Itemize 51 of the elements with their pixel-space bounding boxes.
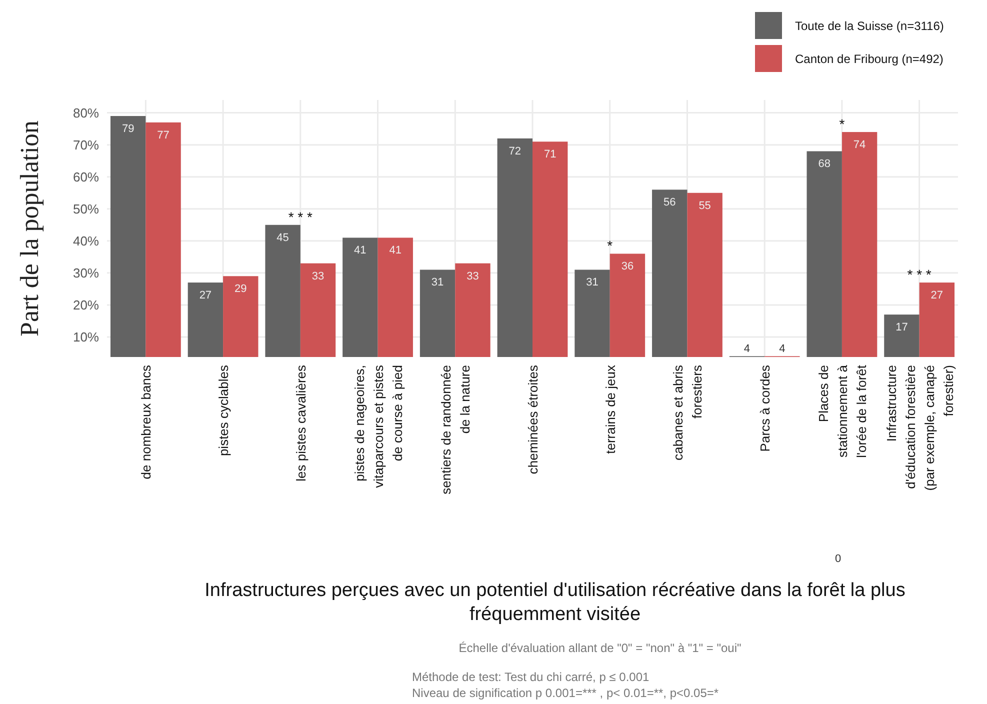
data-label: 77 bbox=[157, 129, 170, 142]
y-axis-title: Part de la population bbox=[15, 120, 44, 336]
data-label: 45 bbox=[276, 232, 289, 244]
y-tick-label: 30% bbox=[72, 265, 100, 280]
data-label: 33 bbox=[466, 270, 479, 282]
data-label: 41 bbox=[354, 244, 366, 257]
y-tick-label: 40% bbox=[72, 233, 100, 248]
y-tick-label: 10% bbox=[72, 330, 100, 345]
data-label: 68 bbox=[818, 158, 830, 170]
data-label: 55 bbox=[698, 200, 711, 212]
text: Niveau de signification p 0.001=*** , p< 0.01=**, p<0.05=* bbox=[412, 686, 719, 700]
data-label: 33 bbox=[312, 270, 324, 282]
x-tick-label: Infrastructure d'éducation forestière (par exemple, canapé forestier) bbox=[884, 365, 956, 491]
y-tick-label: 80% bbox=[72, 105, 100, 120]
data-label: 72 bbox=[508, 145, 522, 158]
data-label: 29 bbox=[234, 283, 247, 296]
legend-label: Canton de Fribourg (n=492) bbox=[795, 52, 944, 66]
text: Échelle d'évaluation allant de "0" = "non" à "1" = "oui" bbox=[458, 641, 742, 655]
data-label: 17 bbox=[896, 322, 908, 334]
data-label: 56 bbox=[664, 196, 676, 209]
x-tick-label: cheminées étroites bbox=[526, 364, 540, 474]
x-tick-label: terrains de jeux bbox=[602, 364, 618, 454]
x-tick-label: Places de stationnement à l'orée de la forêt bbox=[816, 364, 869, 458]
legend-label: Toute de la Suisse (n=3116) bbox=[795, 19, 944, 34]
data-label: 31 bbox=[586, 276, 598, 289]
data-label: 71 bbox=[544, 148, 556, 161]
x-tick-label: de nombreux bancs bbox=[138, 364, 154, 480]
annotation: * bbox=[839, 116, 846, 132]
text: 0 bbox=[834, 553, 842, 565]
data-label: 4 bbox=[779, 343, 786, 356]
x-tick-label: cabanes et abris forestiers bbox=[670, 364, 705, 460]
annotation: * * * bbox=[288, 208, 314, 225]
x-axis-title: Infrastructures perçues avec un potentiel d'utilisation récréative dans la forêt la plus fréquemment visitée bbox=[204, 580, 906, 625]
data-label: 74 bbox=[853, 139, 866, 152]
data-label: 27 bbox=[930, 290, 944, 302]
annotation: * * * bbox=[907, 266, 932, 283]
data-label: 27 bbox=[199, 290, 212, 302]
y-tick-label: 70% bbox=[72, 137, 100, 152]
data-label: 4 bbox=[744, 343, 750, 356]
text: Méthode de test: Test du chi carré, p ≤ 0.001 bbox=[412, 670, 650, 684]
data-label: 31 bbox=[431, 276, 444, 289]
data-label: 36 bbox=[621, 260, 634, 273]
y-tick-label: 20% bbox=[72, 298, 100, 313]
data-label: 41 bbox=[389, 244, 402, 257]
data-label: 79 bbox=[122, 123, 134, 136]
x-tick-label: Parcs à cordes bbox=[758, 364, 773, 452]
y-tick-label: 60% bbox=[72, 169, 100, 184]
y-tick-label: 50% bbox=[72, 201, 100, 216]
annotation: * bbox=[607, 238, 614, 254]
x-tick-label: les pistes cavalières bbox=[293, 364, 308, 482]
x-tick-label: pistes cyclables bbox=[216, 364, 232, 456]
